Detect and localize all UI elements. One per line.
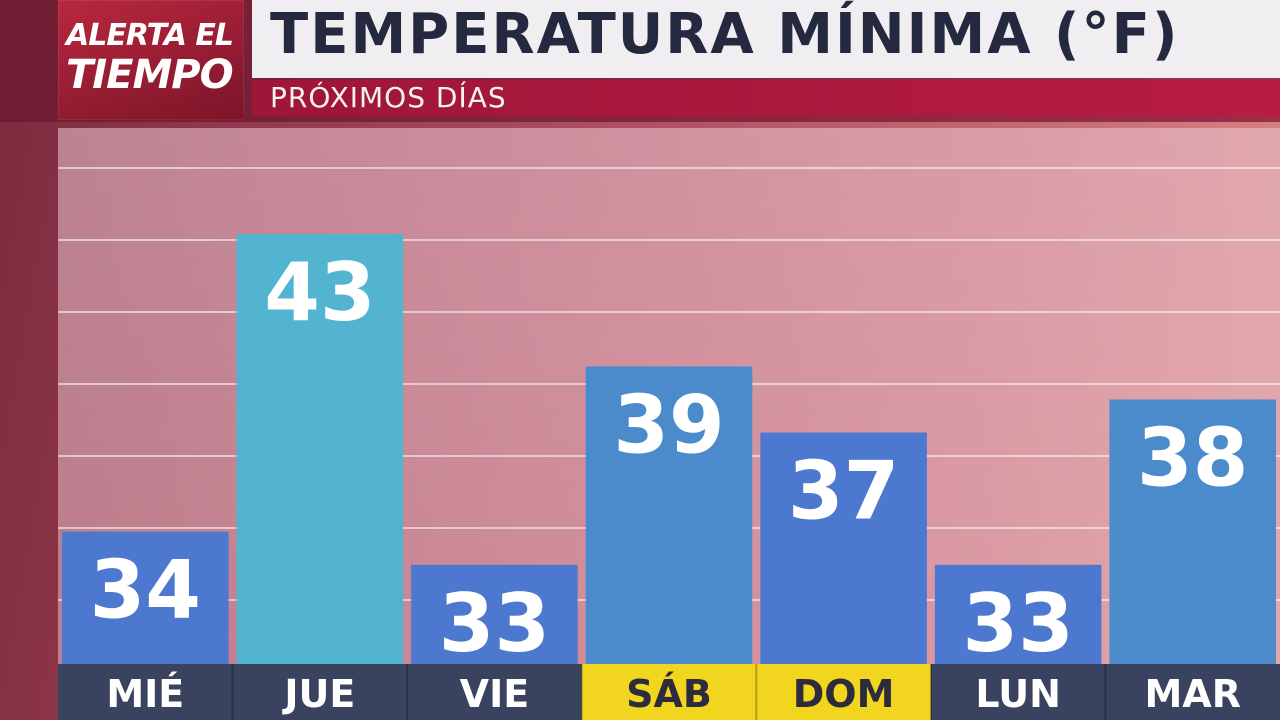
title-box: TEMPERATURA MÍNIMA (°F) (252, 0, 1280, 78)
bar-value-label: 37 (788, 445, 899, 538)
bar-vie (411, 564, 578, 664)
bar-value-label: 33 (962, 577, 1073, 670)
bar-value-label: 38 (1137, 411, 1248, 504)
day-label: VIE (460, 672, 530, 716)
logo-line-1: ALERTA EL (66, 18, 234, 53)
bar-value-label: 43 (264, 246, 375, 339)
day-label-bg (407, 664, 583, 720)
alerta-el-tiempo-logo: ALERTA EL TIEMPO (58, 0, 244, 120)
day-label-bg (232, 664, 409, 720)
bar-mié (62, 531, 229, 664)
day-label: MIÉ (106, 672, 184, 716)
bar-dom (760, 432, 927, 664)
bar-value-label: 33 (439, 577, 550, 670)
day-label: SÁB (626, 672, 712, 716)
chart-subtitle: PRÓXIMOS DÍAS (270, 81, 507, 114)
logo-line-2: TIEMPO (66, 52, 234, 98)
bar-value-label: 34 (90, 544, 201, 637)
bar-jue (236, 234, 404, 664)
bar-value-label: 39 (613, 378, 724, 471)
bar-sáb (585, 366, 753, 664)
day-label-bg (581, 664, 758, 720)
day-label-bg (1105, 664, 1280, 720)
subtitle-box: PRÓXIMOS DÍAS (252, 80, 1280, 116)
day-label: DOM (793, 672, 895, 716)
day-label: LUN (975, 672, 1061, 716)
bar-lun (934, 564, 1102, 664)
day-label: JUE (281, 672, 355, 716)
day-label: MAR (1144, 672, 1240, 716)
chart-panel: 34 MIÉ 43 JUE 33 VIE 39 SÁB 37 DOM 33 LUN 38 MAR (58, 128, 1280, 720)
day-label-bg (756, 664, 932, 720)
bar-mar (1109, 399, 1276, 664)
chart-title: TEMPERATURA MÍNIMA (°F) (270, 2, 1180, 67)
day-label-bg (930, 664, 1107, 720)
day-label-bg (58, 664, 234, 720)
